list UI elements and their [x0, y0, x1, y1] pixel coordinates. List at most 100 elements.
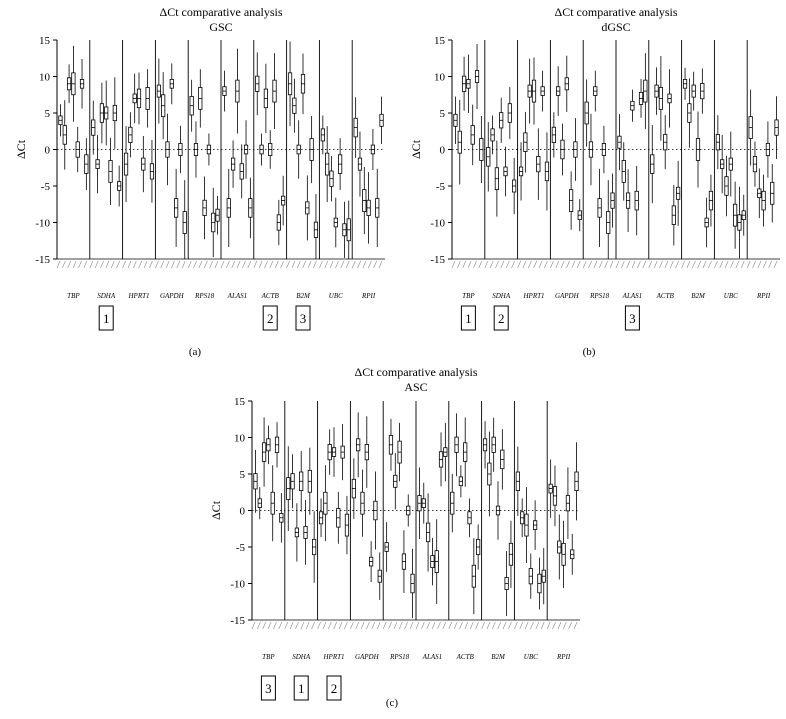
x-tick-mark	[746, 260, 751, 269]
x-tick-mark	[371, 621, 376, 630]
chart-subtitle: dGSC	[601, 20, 630, 34]
x-tick-mark	[535, 621, 540, 630]
x-tick-mark	[708, 260, 712, 269]
x-tick-mark	[286, 260, 290, 269]
gene-label: GAPDH	[160, 292, 185, 300]
x-tick-mark	[366, 621, 370, 630]
x-tick-mark	[204, 260, 208, 269]
x-tick-mark	[122, 260, 126, 269]
x-tick-mark	[571, 260, 576, 269]
gene-label: RPS18	[389, 653, 410, 661]
x-tick-mark	[599, 260, 603, 269]
gene-label: B2M	[691, 292, 706, 300]
x-tick-mark	[524, 621, 529, 630]
gene-label: RPS18	[589, 292, 610, 300]
x-tick-mark	[519, 621, 524, 630]
x-tick-mark	[368, 260, 372, 269]
x-tick-mark	[100, 260, 104, 269]
x-tick-mark	[538, 260, 543, 269]
x-tick-mark	[582, 260, 587, 269]
gene-label: TBP	[462, 292, 475, 300]
x-tick-mark	[467, 260, 472, 269]
x-tick-mark	[484, 260, 489, 269]
gene-label: UBC	[724, 292, 738, 300]
x-tick-mark	[457, 260, 461, 269]
y-tick-label: -10	[230, 579, 245, 591]
rank-number: 2	[331, 681, 338, 696]
x-tick-mark	[464, 621, 469, 630]
x-tick-mark	[669, 260, 674, 269]
y-tick-label: 10	[234, 433, 246, 445]
x-tick-mark	[659, 260, 663, 269]
x-tick-mark	[143, 260, 148, 269]
gene-label: ACTB	[261, 292, 280, 300]
gene-label: SDHA	[97, 292, 116, 300]
x-tick-mark	[56, 260, 61, 269]
gene-label: RPII	[556, 653, 571, 661]
y-tick-label: 0	[240, 506, 246, 518]
chart-subtitle: GSC	[209, 20, 232, 34]
gene-label: HPRT1	[323, 653, 345, 661]
rank-box	[293, 675, 309, 701]
x-tick-mark	[588, 260, 592, 269]
y-tick-label: 15	[434, 35, 446, 47]
x-tick-mark	[305, 621, 310, 630]
x-tick-mark	[307, 260, 312, 269]
x-tick-mark	[72, 260, 77, 269]
x-tick-mark	[664, 260, 669, 269]
x-tick-mark	[62, 260, 66, 269]
x-tick-mark	[752, 260, 756, 269]
y-tick-label: 0	[440, 145, 446, 157]
x-tick-mark	[437, 621, 441, 630]
x-tick-mark	[388, 621, 392, 630]
y-axis-label: ΔCt	[14, 139, 28, 159]
x-tick-mark	[566, 260, 570, 269]
rank-number: 3	[629, 311, 636, 326]
x-tick-mark	[317, 621, 321, 630]
gene-label: SDHA	[492, 292, 511, 300]
x-tick-mark	[373, 260, 377, 269]
rank-number: 3	[265, 681, 272, 696]
chart-title: ΔCt comparative analysis	[354, 365, 477, 379]
x-tick-mark	[78, 260, 82, 269]
x-tick-mark	[448, 621, 453, 630]
gene-label: ALAS1	[422, 653, 442, 661]
x-tick-mark	[251, 621, 256, 630]
x-tick-mark	[187, 260, 192, 269]
x-tick-mark	[242, 260, 246, 269]
x-tick-mark	[724, 260, 729, 269]
rank-number: 1	[298, 681, 305, 696]
x-tick-mark	[653, 260, 658, 269]
x-tick-mark	[528, 260, 532, 269]
x-tick-mark	[267, 621, 272, 630]
x-tick-mark	[642, 260, 647, 269]
rank-box	[98, 305, 114, 331]
rank-box	[262, 305, 278, 331]
x-tick-mark	[257, 621, 261, 630]
panel-label: (a)	[189, 346, 202, 358]
rank-number: 3	[300, 311, 307, 326]
x-tick-mark	[262, 621, 266, 630]
x-tick-mark	[378, 260, 383, 269]
gene-label: GAPDH	[355, 653, 380, 661]
gene-label: TBP	[67, 292, 80, 300]
x-tick-mark	[431, 621, 436, 630]
x-tick-mark	[540, 621, 545, 630]
x-tick-mark	[481, 621, 485, 630]
x-tick-mark	[517, 260, 521, 269]
y-tick-label: 15	[39, 35, 51, 47]
rank-box	[493, 305, 509, 331]
x-tick-mark	[497, 621, 501, 630]
gene-label: RPS18	[194, 292, 215, 300]
rank-number: 2	[267, 311, 274, 326]
y-tick-label: 5	[240, 469, 246, 481]
x-tick-mark	[311, 621, 315, 630]
x-tick-mark	[451, 260, 456, 269]
x-tick-mark	[415, 621, 420, 630]
x-tick-mark	[110, 260, 115, 269]
x-tick-mark	[209, 260, 213, 269]
x-tick-mark	[500, 260, 505, 269]
gene-label: HPRT1	[523, 292, 545, 300]
